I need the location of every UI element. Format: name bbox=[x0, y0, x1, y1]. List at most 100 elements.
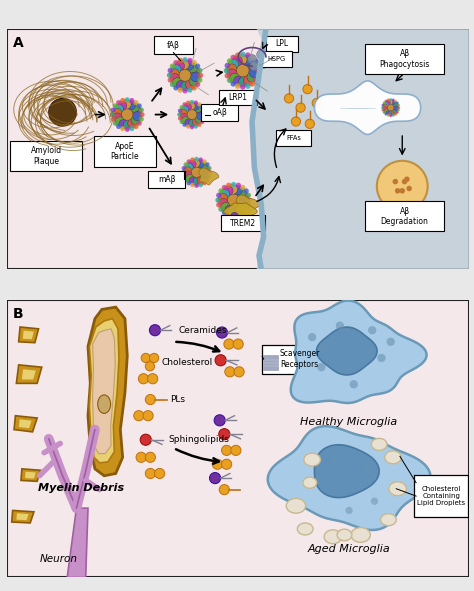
Text: Scavenger
Receptors: Scavenger Receptors bbox=[279, 349, 319, 369]
Circle shape bbox=[182, 88, 188, 93]
Circle shape bbox=[386, 337, 395, 346]
Circle shape bbox=[225, 63, 230, 69]
Circle shape bbox=[393, 108, 398, 113]
Circle shape bbox=[139, 116, 144, 122]
Circle shape bbox=[225, 367, 235, 377]
Text: Aβ
Phagocytosis: Aβ Phagocytosis bbox=[379, 50, 430, 69]
Circle shape bbox=[228, 56, 257, 85]
Circle shape bbox=[222, 210, 227, 215]
Polygon shape bbox=[12, 511, 34, 523]
Circle shape bbox=[183, 167, 191, 175]
Circle shape bbox=[170, 63, 175, 69]
Circle shape bbox=[192, 118, 200, 126]
Circle shape bbox=[129, 98, 135, 103]
Circle shape bbox=[386, 111, 391, 115]
Circle shape bbox=[185, 161, 208, 184]
Circle shape bbox=[218, 194, 228, 203]
Circle shape bbox=[178, 109, 182, 113]
Circle shape bbox=[200, 105, 204, 109]
Circle shape bbox=[228, 59, 238, 70]
Circle shape bbox=[182, 116, 190, 124]
Text: Aβ
Degradation: Aβ Degradation bbox=[381, 206, 428, 226]
Circle shape bbox=[116, 100, 121, 105]
Circle shape bbox=[195, 115, 203, 124]
Text: Ceramides: Ceramides bbox=[178, 326, 227, 335]
Circle shape bbox=[229, 73, 240, 83]
Circle shape bbox=[192, 159, 200, 167]
Text: LPL: LPL bbox=[275, 40, 289, 48]
Circle shape bbox=[239, 192, 249, 202]
Circle shape bbox=[228, 184, 237, 194]
Polygon shape bbox=[314, 445, 379, 498]
Circle shape bbox=[237, 201, 247, 211]
FancyBboxPatch shape bbox=[10, 141, 82, 171]
Circle shape bbox=[120, 126, 125, 131]
Circle shape bbox=[113, 108, 122, 118]
Circle shape bbox=[382, 109, 384, 112]
Circle shape bbox=[364, 463, 371, 470]
Text: HSPG: HSPG bbox=[267, 56, 285, 62]
Circle shape bbox=[392, 101, 397, 106]
Circle shape bbox=[221, 459, 232, 469]
Circle shape bbox=[183, 178, 188, 183]
Circle shape bbox=[170, 82, 175, 87]
Circle shape bbox=[256, 68, 262, 73]
Circle shape bbox=[196, 160, 204, 168]
Circle shape bbox=[383, 104, 388, 109]
Circle shape bbox=[185, 119, 193, 126]
Circle shape bbox=[199, 157, 203, 162]
Circle shape bbox=[239, 197, 249, 206]
FancyBboxPatch shape bbox=[365, 201, 444, 232]
Circle shape bbox=[317, 363, 326, 371]
FancyBboxPatch shape bbox=[148, 171, 185, 187]
Circle shape bbox=[190, 157, 195, 162]
Circle shape bbox=[185, 163, 193, 171]
Circle shape bbox=[394, 100, 397, 102]
Ellipse shape bbox=[98, 395, 110, 413]
Circle shape bbox=[168, 68, 173, 73]
Text: oAβ: oAβ bbox=[212, 108, 227, 117]
Circle shape bbox=[346, 506, 353, 514]
Circle shape bbox=[395, 188, 401, 194]
Circle shape bbox=[146, 469, 155, 479]
Polygon shape bbox=[7, 29, 469, 269]
Circle shape bbox=[175, 61, 184, 71]
Circle shape bbox=[381, 106, 384, 109]
Circle shape bbox=[176, 80, 186, 90]
Circle shape bbox=[234, 76, 244, 86]
Circle shape bbox=[383, 107, 388, 112]
Polygon shape bbox=[21, 469, 40, 481]
Circle shape bbox=[182, 174, 186, 178]
Circle shape bbox=[253, 59, 259, 64]
Circle shape bbox=[248, 62, 259, 73]
Circle shape bbox=[140, 434, 151, 445]
Circle shape bbox=[202, 109, 206, 113]
Circle shape bbox=[243, 75, 254, 86]
Circle shape bbox=[125, 98, 130, 102]
Circle shape bbox=[308, 333, 316, 342]
Circle shape bbox=[215, 197, 221, 203]
Circle shape bbox=[128, 119, 137, 128]
Circle shape bbox=[237, 188, 246, 197]
Circle shape bbox=[125, 127, 130, 132]
Circle shape bbox=[118, 101, 127, 111]
Circle shape bbox=[179, 60, 189, 70]
Text: Cholesterol: Cholesterol bbox=[162, 358, 213, 367]
Circle shape bbox=[136, 452, 146, 462]
Circle shape bbox=[182, 166, 186, 171]
FancyBboxPatch shape bbox=[365, 44, 444, 74]
Circle shape bbox=[186, 124, 190, 129]
Circle shape bbox=[219, 206, 224, 212]
Polygon shape bbox=[7, 300, 469, 577]
Circle shape bbox=[186, 100, 190, 105]
Circle shape bbox=[389, 98, 392, 101]
Ellipse shape bbox=[385, 451, 401, 464]
Circle shape bbox=[219, 428, 230, 440]
Circle shape bbox=[146, 394, 155, 405]
Circle shape bbox=[216, 193, 221, 198]
Circle shape bbox=[146, 452, 155, 462]
Ellipse shape bbox=[371, 439, 387, 450]
Circle shape bbox=[114, 104, 124, 113]
Circle shape bbox=[134, 411, 144, 421]
Circle shape bbox=[133, 112, 142, 121]
